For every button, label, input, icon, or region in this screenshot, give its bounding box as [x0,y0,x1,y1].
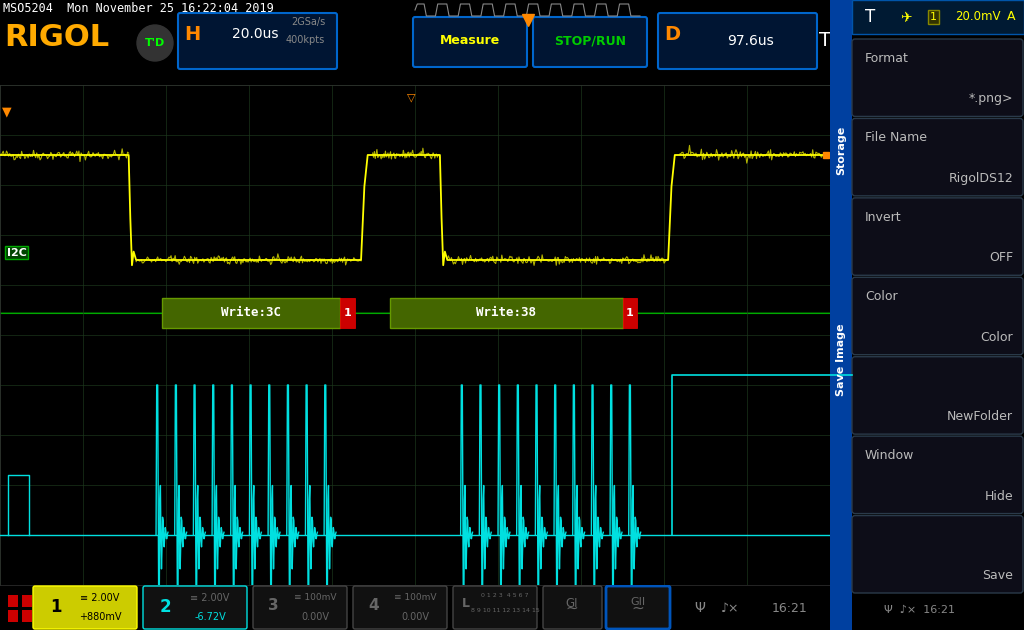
Text: Window: Window [865,449,914,462]
FancyBboxPatch shape [658,13,817,69]
Text: OFF: OFF [989,251,1013,265]
FancyBboxPatch shape [852,515,1023,593]
Text: MSO5204  Mon November 25 16:22:04 2019: MSO5204 Mon November 25 16:22:04 2019 [3,2,273,15]
Text: Color: Color [865,290,898,303]
Text: ✈: ✈ [900,10,911,24]
Text: Format: Format [865,52,909,65]
Text: Color: Color [980,331,1013,344]
Text: 0 1 2 3  4 5 6 7: 0 1 2 3 4 5 6 7 [481,593,528,598]
Text: Save Image: Save Image [836,324,846,396]
Text: ▼: ▼ [2,105,11,118]
FancyBboxPatch shape [453,586,537,629]
Text: 2GSa/s: 2GSa/s [291,17,325,27]
Text: STOP/RUN: STOP/RUN [554,35,626,47]
Text: Write:3C: Write:3C [221,306,281,319]
Text: 20.0mV: 20.0mV [955,11,1000,23]
FancyBboxPatch shape [606,586,670,629]
Bar [8,595,18,607]
Text: Measure: Measure [440,35,500,47]
Text: GII: GII [631,597,645,607]
Text: A: A [1007,11,1015,23]
Text: 0.00V: 0.00V [301,612,329,622]
Text: GI: GI [565,597,579,610]
Text: 20.0us: 20.0us [231,27,279,41]
Text: Storage: Storage [836,125,846,175]
Text: Ψ  ♪×  16:21: Ψ ♪× 16:21 [885,605,955,615]
Text: 8 9 10 11 12 13 14 15: 8 9 10 11 12 13 14 15 [471,608,540,613]
Text: ∼: ∼ [565,601,579,616]
Text: T: T [819,32,831,50]
Text: 400kpts: 400kpts [286,35,325,45]
FancyBboxPatch shape [852,357,1023,434]
Text: ♪×: ♪× [721,602,739,614]
Bar [830,0,852,630]
Text: ≡ 100mV: ≡ 100mV [394,593,436,602]
Text: ▽: ▽ [407,93,415,103]
FancyBboxPatch shape [340,297,355,328]
FancyBboxPatch shape [623,297,637,328]
FancyBboxPatch shape [253,586,347,629]
Text: 97.6us: 97.6us [727,34,773,48]
Text: 1: 1 [626,307,634,318]
FancyBboxPatch shape [534,17,647,67]
Text: Write:38: Write:38 [476,306,537,319]
FancyBboxPatch shape [353,586,447,629]
Text: T'D: T'D [144,38,165,48]
Text: *.png>: *.png> [969,93,1013,105]
Text: +880mV: +880mV [79,612,121,622]
FancyBboxPatch shape [852,198,1023,275]
Text: 1: 1 [50,598,61,616]
FancyBboxPatch shape [33,586,137,629]
FancyBboxPatch shape [143,586,247,629]
Text: RigolDS12: RigolDS12 [948,172,1013,185]
FancyBboxPatch shape [543,586,602,629]
Text: -6.72V: -6.72V [195,612,226,622]
Text: Invert: Invert [865,211,901,224]
Bar [22,595,32,607]
Bar [22,610,32,622]
Text: ≡ 2.00V: ≡ 2.00V [80,593,120,603]
FancyBboxPatch shape [390,297,623,328]
Text: H: H [184,25,201,44]
Text: Ψ: Ψ [694,601,706,615]
Text: 4: 4 [368,598,379,613]
FancyBboxPatch shape [852,0,1024,34]
Bar [8,610,18,622]
Circle shape [137,25,173,61]
Text: File Name: File Name [865,132,927,144]
FancyBboxPatch shape [178,13,337,69]
FancyBboxPatch shape [162,297,340,328]
Text: L: L [462,597,470,610]
FancyBboxPatch shape [413,17,527,67]
FancyBboxPatch shape [852,277,1023,355]
Text: I2C: I2C [6,248,27,258]
Text: ≡ 100mV: ≡ 100mV [294,593,336,602]
FancyBboxPatch shape [852,39,1023,117]
Text: 16:21: 16:21 [772,602,808,614]
Text: 1: 1 [930,12,937,22]
FancyBboxPatch shape [852,436,1023,513]
Text: 0.00V: 0.00V [401,612,429,622]
Text: 2: 2 [160,598,172,616]
Text: 1: 1 [344,307,351,318]
Text: T: T [865,8,876,26]
Text: NewFolder: NewFolder [947,410,1013,423]
Text: D: D [664,25,680,44]
Text: Hide: Hide [984,490,1013,503]
Text: RIGOL: RIGOL [4,23,110,52]
FancyBboxPatch shape [852,118,1023,196]
Text: Save: Save [982,569,1013,582]
Text: ∼: ∼ [632,601,644,616]
Text: 3: 3 [268,598,279,613]
Text: ≡ 2.00V: ≡ 2.00V [190,593,229,603]
